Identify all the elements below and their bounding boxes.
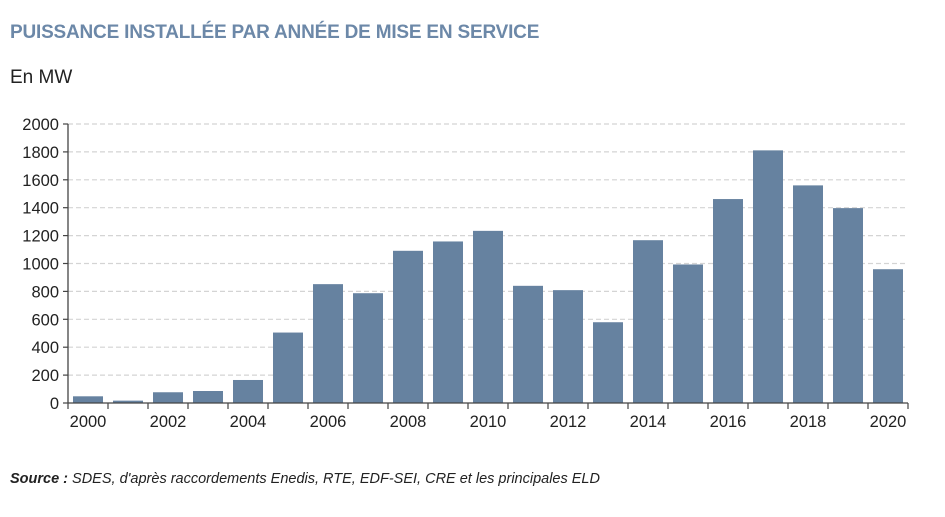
y-tick-label: 400 xyxy=(31,339,59,357)
bar-2005 xyxy=(273,332,303,403)
x-tick-label: 2006 xyxy=(310,413,347,431)
bar-2008 xyxy=(393,250,423,403)
source-note: Source : SDES, d'après raccordements Ene… xyxy=(10,471,600,487)
chart-title: PUISSANCE INSTALLÉE PAR ANNÉE DE MISE EN… xyxy=(10,22,540,43)
bar-2016 xyxy=(713,199,743,403)
y-tick-label: 0 xyxy=(50,395,59,413)
y-tick-label: 1800 xyxy=(22,144,59,162)
bar-2003 xyxy=(193,391,223,403)
y-tick-label: 1600 xyxy=(22,172,59,190)
y-axis-unit: En MW xyxy=(10,67,73,88)
y-tick-label: 1200 xyxy=(22,228,59,246)
x-tick-label: 2018 xyxy=(790,413,827,431)
bar-2007 xyxy=(353,293,383,403)
source-label: Source : xyxy=(10,471,69,487)
bar-2013 xyxy=(593,322,623,403)
x-tick-label: 2012 xyxy=(550,413,587,431)
y-tick-label: 200 xyxy=(31,367,59,385)
source-text: SDES, d'après raccordements Enedis, RTE,… xyxy=(68,471,600,487)
bar-2001 xyxy=(113,400,143,403)
x-tick-label: 2014 xyxy=(630,413,667,431)
bar-2018 xyxy=(793,185,823,403)
y-tick-label: 800 xyxy=(31,283,59,301)
x-tick-label: 2004 xyxy=(230,413,267,431)
bar-2000 xyxy=(73,396,103,403)
y-tick-label: 2000 xyxy=(22,116,59,134)
bar-2009 xyxy=(433,241,463,403)
bar-2014 xyxy=(633,240,663,403)
bar-2020 xyxy=(873,269,903,403)
x-tick-label: 2016 xyxy=(710,413,747,431)
y-tick-label: 1000 xyxy=(22,256,59,274)
bar-2006 xyxy=(313,284,343,403)
bar-2011 xyxy=(513,285,543,403)
x-tick-label: 2000 xyxy=(70,413,107,431)
y-tick-label: 1400 xyxy=(22,200,59,218)
bar-2015 xyxy=(673,264,703,403)
bar-2004 xyxy=(233,379,263,403)
bar-2019 xyxy=(833,208,863,403)
x-tick-label: 2020 xyxy=(870,413,907,431)
x-tick-label: 2010 xyxy=(470,413,507,431)
bar-2017 xyxy=(753,150,783,403)
bar-2002 xyxy=(153,392,183,403)
x-tick-label: 2008 xyxy=(390,413,427,431)
y-tick-label: 600 xyxy=(31,311,59,329)
bar-2010 xyxy=(473,230,503,403)
x-tick-label: 2002 xyxy=(150,413,187,431)
bar-2012 xyxy=(553,290,583,403)
